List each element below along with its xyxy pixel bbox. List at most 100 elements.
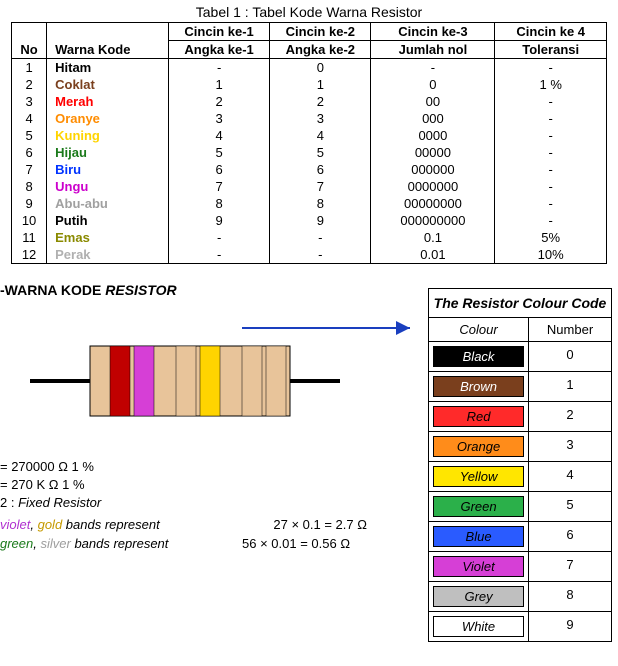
cell-no: 4 <box>12 110 47 127</box>
card-row: Brown1 <box>429 372 611 402</box>
card-row: White9 <box>429 612 611 641</box>
cell-color-name: Emas <box>47 229 169 246</box>
card-swatch: Green <box>429 492 529 521</box>
card-swatch: Violet <box>429 552 529 581</box>
cell-no: 8 <box>12 178 47 195</box>
cell-a1: 3 <box>169 110 270 127</box>
card-color-chip: Red <box>433 406 524 427</box>
card-swatch: Grey <box>429 582 529 611</box>
card-color-chip: Brown <box>433 376 524 397</box>
heading-italic: RESISTOR <box>105 282 176 298</box>
cell-a2: 2 <box>270 93 371 110</box>
cell-nol: 000000000 <box>371 212 495 229</box>
th-no: No <box>12 23 47 59</box>
card-row: Violet7 <box>429 552 611 582</box>
card-swatch: Brown <box>429 372 529 401</box>
cell-nol: 0.01 <box>371 246 495 264</box>
card-swatch: Black <box>429 342 529 371</box>
table-caption: Tabel 1 : Tabel Kode Warna Resistor <box>0 0 618 22</box>
card-swatch: Yellow <box>429 462 529 491</box>
card-number: 4 <box>529 462 611 491</box>
cell-no: 11 <box>12 229 47 246</box>
card-color-chip: Green <box>433 496 524 517</box>
cell-a2: 7 <box>270 178 371 195</box>
bands-example-text: violet, gold bands represent 27 × 0.1 = … <box>0 516 367 554</box>
eq-line3: 2 : Fixed Resistor <box>0 494 101 512</box>
cell-no: 3 <box>12 93 47 110</box>
cell-tol: - <box>495 161 607 178</box>
table-row: 10Putih99000000000- <box>12 212 607 229</box>
eq-line1: = 270000 Ω 1 % <box>0 458 101 476</box>
table-row: 12Perak--0.0110% <box>12 246 607 264</box>
card-number: 3 <box>529 432 611 461</box>
card-color-chip: Black <box>433 346 524 367</box>
cell-nol: 0.1 <box>371 229 495 246</box>
cell-a1: - <box>169 59 270 77</box>
cell-color-name: Oranye <box>47 110 169 127</box>
cell-tol: - <box>495 195 607 212</box>
cell-a2: 8 <box>270 195 371 212</box>
bands-row1-colors: violet, gold bands represent <box>0 517 160 532</box>
card-number: 0 <box>529 342 611 371</box>
cell-a1: - <box>169 246 270 264</box>
eq-line3-a: 2 : <box>0 495 18 510</box>
cell-nol: 0000000 <box>371 178 495 195</box>
th-angka2: Angka ke-2 <box>270 41 371 59</box>
cell-nol: 00 <box>371 93 495 110</box>
cell-color-name: Putih <box>47 212 169 229</box>
cell-a1: 9 <box>169 212 270 229</box>
cell-a2: 4 <box>270 127 371 144</box>
cell-a2: 0 <box>270 59 371 77</box>
eq-line3-b: Fixed Resistor <box>18 495 101 510</box>
card-swatch: White <box>429 612 529 641</box>
cell-tol: 5% <box>495 229 607 246</box>
cell-tol: - <box>495 178 607 195</box>
cell-tol: - <box>495 93 607 110</box>
table-row: 3Merah2200- <box>12 93 607 110</box>
card-color-chip: Orange <box>433 436 524 457</box>
th-warna: Warna Kode <box>47 23 169 59</box>
table-row: 9Abu-abu8800000000- <box>12 195 607 212</box>
color-code-table: No Warna Kode Cincin ke-1 Cincin ke-2 Ci… <box>11 22 607 264</box>
colour-code-card: The Resistor Colour Code Colour Number B… <box>428 288 612 642</box>
card-col-colour: Colour <box>429 318 529 341</box>
card-row: Black0 <box>429 342 611 372</box>
cell-color-name: Perak <box>47 246 169 264</box>
table-row: 2Coklat1101 % <box>12 76 607 93</box>
cell-a2: 3 <box>270 110 371 127</box>
cell-nol: 0000 <box>371 127 495 144</box>
th-toleransi: Toleransi <box>495 41 607 59</box>
cell-color-name: Merah <box>47 93 169 110</box>
cell-color-name: Kuning <box>47 127 169 144</box>
bands-row1-calc: 27 × 0.1 = 2.7 Ω <box>273 516 367 535</box>
cell-no: 10 <box>12 212 47 229</box>
cell-nol: 000000 <box>371 161 495 178</box>
cell-tol: 1 % <box>495 76 607 93</box>
card-number: 2 <box>529 402 611 431</box>
cell-nol: 00000 <box>371 144 495 161</box>
cell-a2: - <box>270 246 371 264</box>
card-number: 5 <box>529 492 611 521</box>
cell-tol: - <box>495 144 607 161</box>
cell-a1: 8 <box>169 195 270 212</box>
card-title: The Resistor Colour Code <box>429 289 611 318</box>
cell-a1: 6 <box>169 161 270 178</box>
eq-line2: = 270 K Ω 1 % <box>0 476 101 494</box>
th-cincin1: Cincin ke-1 <box>169 23 270 41</box>
cell-tol: - <box>495 212 607 229</box>
cell-tol: 10% <box>495 246 607 264</box>
card-number: 7 <box>529 552 611 581</box>
card-swatch: Red <box>429 402 529 431</box>
arrow-icon <box>240 316 430 340</box>
bands-row2-colors: green, silver bands represent <box>0 536 168 551</box>
cell-no: 6 <box>12 144 47 161</box>
cell-tol: - <box>495 127 607 144</box>
table-row: 11Emas--0.15% <box>12 229 607 246</box>
table-row: 6Hijau5500000- <box>12 144 607 161</box>
card-number: 8 <box>529 582 611 611</box>
th-cincin4: Cincin ke 4 <box>495 23 607 41</box>
cell-a2: 9 <box>270 212 371 229</box>
cell-tol: - <box>495 110 607 127</box>
cell-a1: 1 <box>169 76 270 93</box>
cell-color-name: Hijau <box>47 144 169 161</box>
